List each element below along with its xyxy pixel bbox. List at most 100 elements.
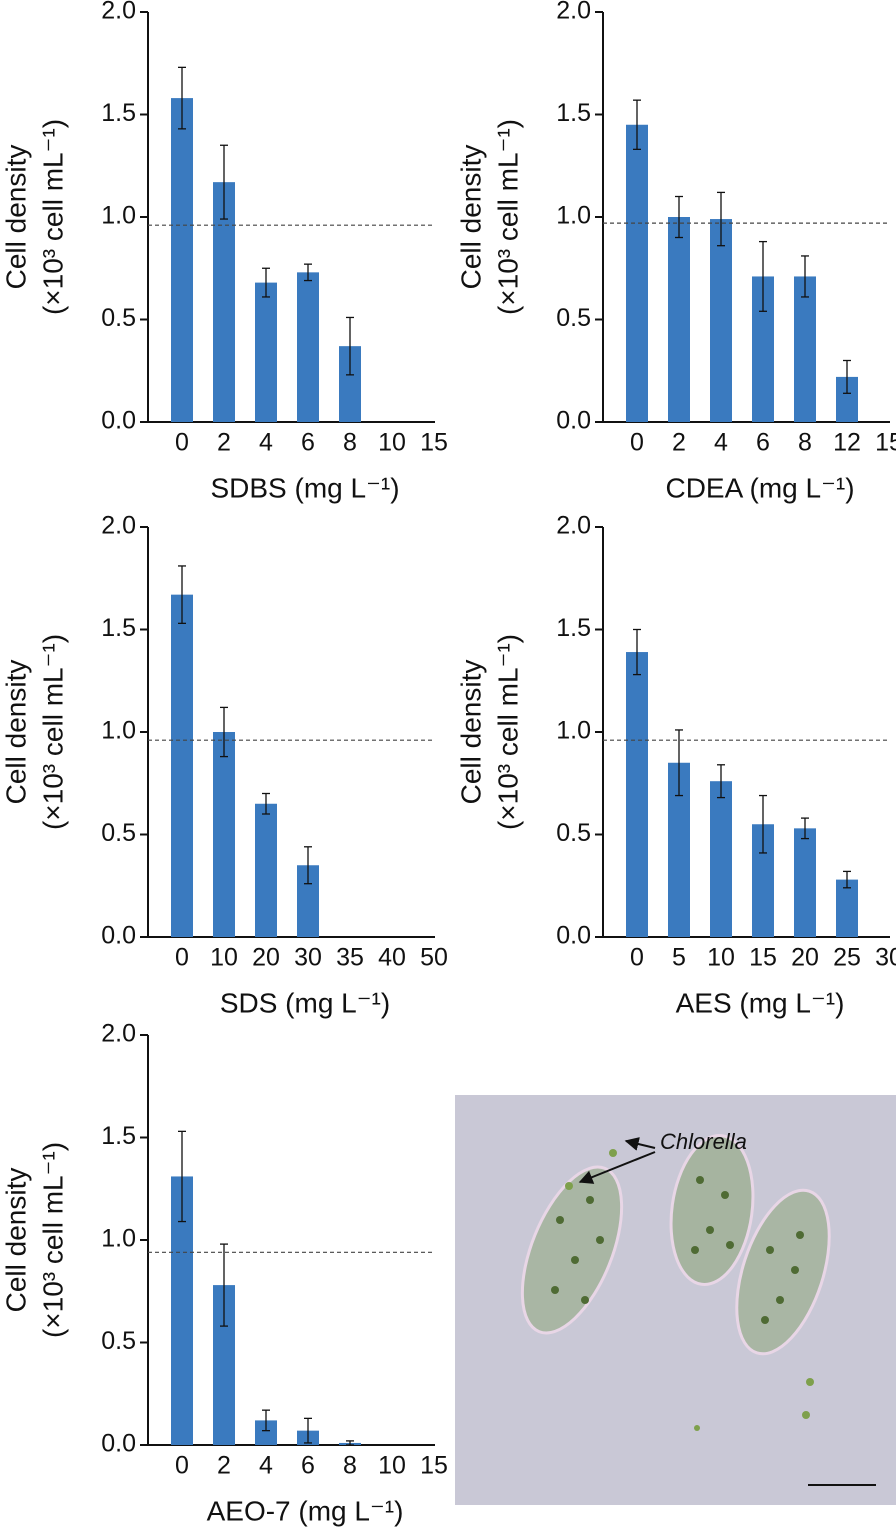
x-tick-label: 6	[301, 1452, 315, 1480]
x-tick-label: 10	[707, 944, 735, 972]
x-tick-label: 4	[259, 1452, 273, 1480]
error-bar	[717, 191, 725, 247]
y-tick-label: 0.0	[556, 407, 591, 435]
x-tick-label: 15	[420, 1452, 448, 1480]
x-tick-label: 0	[175, 1452, 189, 1480]
y-axis-label: (×10³ cell mL⁻¹)	[37, 119, 68, 315]
bar	[213, 1285, 235, 1445]
x-tick-label: 4	[259, 429, 273, 457]
x-axis-label: AEO-7 (mg L⁻¹)	[207, 1495, 404, 1526]
y-axis-label: Cell density	[0, 660, 31, 805]
bar	[752, 824, 774, 937]
bar-chart: 0.0 0.5 1.0 1.5 2.0 Cell density (×10³ cell mL…	[455, 0, 896, 503]
bar	[794, 276, 816, 422]
x-tick-label: 35	[336, 944, 364, 972]
y-tick-label: 1.5	[556, 99, 591, 127]
x-tick-label: 10	[210, 944, 238, 972]
error-bar	[675, 729, 683, 797]
error-bar	[304, 846, 312, 885]
bar-chart: 0.0 0.5 1.0 1.5 2.0 Cell density (×10³ cell mL…	[0, 1020, 448, 1527]
bar	[626, 124, 648, 422]
bar	[710, 781, 732, 937]
error-bar	[801, 255, 809, 298]
error-bar	[262, 792, 270, 815]
y-tick-label: 2.0	[556, 0, 591, 25]
y-tick-label: 2.0	[556, 512, 591, 540]
x-tick-label: 2	[217, 1452, 231, 1480]
bar-chart: 0.0 0.5 1.0 1.5 2.0 Cell density (×10³ cell mL…	[455, 512, 896, 1019]
x-tick-label: 20	[252, 944, 280, 972]
x-tick-label: 30	[875, 944, 896, 972]
bar	[255, 282, 277, 422]
error-bar	[220, 1243, 228, 1327]
x-tick-label: 20	[791, 944, 819, 972]
bar	[339, 346, 361, 422]
x-axis-label: SDBS (mg L⁻¹)	[210, 472, 399, 503]
bar	[213, 182, 235, 422]
bar	[171, 98, 193, 422]
error-bar	[633, 99, 641, 151]
image-label: Chlorella	[660, 1129, 747, 1154]
error-bar	[759, 794, 767, 854]
y-tick-label: 0.0	[556, 922, 591, 950]
error-bar	[178, 66, 186, 130]
bar	[255, 1420, 277, 1445]
y-tick-label: 0.5	[556, 819, 591, 847]
x-tick-label: 50	[420, 944, 448, 972]
bar	[668, 762, 690, 937]
x-tick-label: 6	[756, 429, 770, 457]
x-tick-label: 25	[833, 944, 861, 972]
y-tick-label: 2.0	[101, 512, 136, 540]
y-tick-label: 2.0	[101, 1020, 136, 1048]
y-axis-label: Cell density	[0, 145, 31, 290]
bar-chart: 0.0 0.5 1.0 1.5 2.0 Cell density (×10³ cell mL…	[0, 0, 448, 503]
y-tick-label: 1.0	[101, 202, 136, 230]
error-bar	[843, 359, 851, 394]
error-bar	[346, 1440, 354, 1446]
x-tick-label: 15	[420, 429, 448, 457]
x-tick-label: 10	[378, 429, 406, 457]
y-tick-label: 1.0	[556, 717, 591, 745]
y-tick-label: 1.5	[556, 614, 591, 642]
error-bar	[801, 817, 809, 840]
bar-chart: 0.0 0.5 1.0 1.5 2.0 Cell density (×10³ cell mL…	[0, 512, 448, 1019]
x-tick-label: 8	[798, 429, 812, 457]
x-tick-label: 5	[672, 944, 686, 972]
error-bar	[178, 565, 186, 624]
error-bar	[633, 628, 641, 676]
bar	[171, 1176, 193, 1445]
x-axis-label: CDEA (mg L⁻¹)	[665, 472, 854, 503]
bar	[171, 594, 193, 937]
x-tick-label: 10	[378, 1452, 406, 1480]
y-axis-label: (×10³ cell mL⁻¹)	[492, 634, 523, 830]
x-tick-label: 8	[343, 1452, 357, 1480]
bar	[752, 276, 774, 422]
bar	[710, 219, 732, 422]
error-bar	[843, 870, 851, 889]
y-tick-label: 1.5	[101, 99, 136, 127]
error-bar	[675, 195, 683, 239]
error-bar	[220, 706, 228, 758]
x-tick-label: 15	[749, 944, 777, 972]
error-bar	[759, 240, 767, 312]
y-tick-label: 0.5	[101, 304, 136, 332]
x-axis-label: SDS (mg L⁻¹)	[220, 987, 390, 1018]
y-axis-label: (×10³ cell mL⁻¹)	[492, 119, 523, 315]
y-axis-label: Cell density	[455, 660, 486, 805]
bar	[297, 865, 319, 937]
y-axis-label: (×10³ cell mL⁻¹)	[37, 634, 68, 830]
y-tick-label: 0.5	[101, 1327, 136, 1355]
x-tick-label: 40	[378, 944, 406, 972]
error-bar	[220, 144, 228, 220]
x-tick-label: 8	[343, 429, 357, 457]
error-bar	[178, 1130, 186, 1223]
error-bar	[346, 316, 354, 376]
x-tick-label: 30	[294, 944, 322, 972]
micrograph: Chlorella	[455, 1095, 896, 1505]
x-tick-label: 0	[175, 944, 189, 972]
bar	[836, 376, 858, 422]
error-bar	[262, 1409, 270, 1432]
x-tick-label: 2	[672, 429, 686, 457]
